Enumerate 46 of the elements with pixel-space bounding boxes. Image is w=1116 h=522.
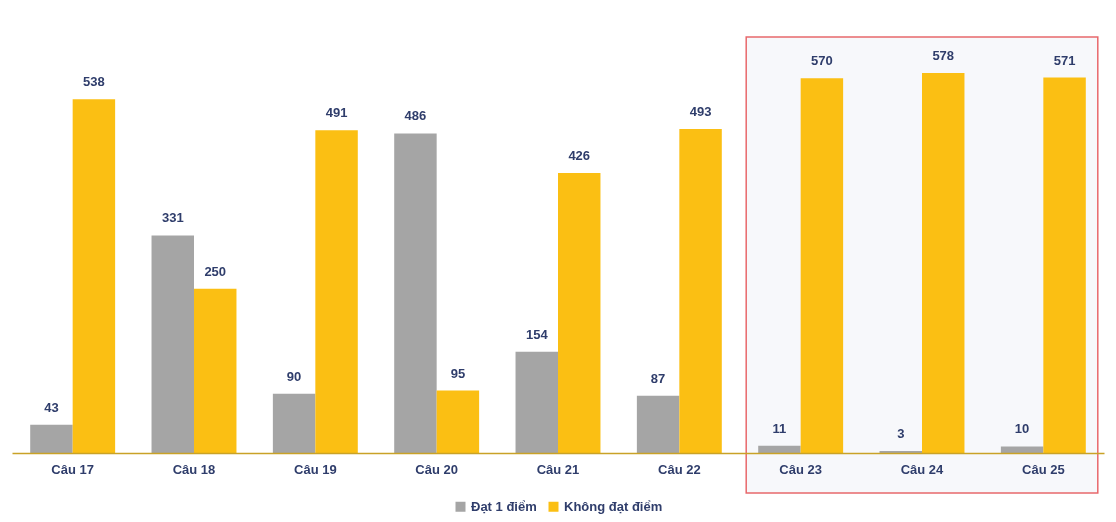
data-label: 43: [44, 399, 59, 415]
legend-label: Không đạt điểm: [564, 498, 663, 514]
data-label: 10: [1014, 421, 1030, 437]
data-label: 154: [525, 326, 549, 342]
x-tick-label: Câu 25: [1022, 461, 1065, 477]
data-label: 538: [83, 74, 105, 90]
data-label: 95: [450, 365, 466, 381]
bar: [194, 288, 237, 453]
data-label: 491: [325, 105, 348, 121]
bar: [151, 235, 194, 453]
bar: [394, 133, 437, 453]
data-label: 3: [897, 426, 905, 442]
data-label: 486: [404, 108, 427, 124]
bar: [515, 351, 558, 453]
data-label: 90: [286, 368, 302, 384]
data-label: 571: [1053, 52, 1076, 68]
bar: [758, 445, 801, 453]
data-label: 87: [650, 370, 666, 386]
x-tick-label: Câu 24: [900, 461, 945, 477]
bar: [436, 390, 480, 453]
bar: [72, 99, 116, 453]
x-tick-label: Câu 23: [779, 461, 822, 477]
bar: [679, 128, 722, 453]
bar: [558, 172, 601, 453]
legend-label: Đạt 1 điểm: [471, 498, 537, 514]
data-label: 578: [932, 48, 955, 63]
bar: [30, 424, 73, 453]
bar: [800, 78, 844, 453]
x-tick-label: Câu 22: [658, 461, 701, 477]
data-label: 570: [811, 53, 833, 69]
bar: [315, 130, 358, 453]
bar: [1043, 77, 1086, 453]
x-tick-label: Câu 19: [294, 461, 337, 477]
bar: [1000, 446, 1044, 453]
data-label: 11: [772, 420, 787, 436]
bar: [272, 393, 316, 453]
x-tick-label: Câu 17: [51, 461, 94, 477]
x-tick-label: Câu 18: [172, 461, 216, 477]
data-label: 493: [689, 103, 712, 119]
bar: [636, 395, 680, 453]
data-label: 250: [204, 263, 227, 279]
data-label: 426: [568, 147, 591, 163]
bar: [922, 73, 965, 453]
data-label: 331: [161, 210, 184, 226]
x-tick-label: Câu 20: [415, 461, 458, 477]
x-tick-label: Câu 21: [536, 461, 580, 477]
